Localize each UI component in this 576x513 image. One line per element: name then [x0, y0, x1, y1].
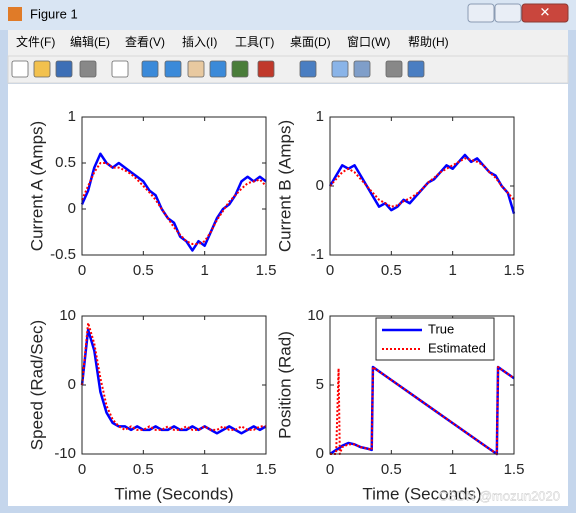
x-tick-label: 1.5 — [256, 461, 277, 478]
y-tick-label: 0 — [68, 376, 76, 393]
axes-box — [329, 116, 515, 256]
x-axis-label: Time (Seconds) — [114, 484, 233, 503]
toolbar-button[interactable] — [299, 60, 317, 78]
toolbar-button[interactable] — [407, 60, 425, 78]
y-tick-label: 1 — [316, 108, 324, 125]
y-tick-label: 5 — [316, 376, 324, 393]
x-tick-label: 1 — [448, 461, 456, 478]
y-axis-label: Current B (Amps) — [275, 120, 294, 252]
plot-area — [82, 117, 266, 255]
x-tick-label: 0.5 — [133, 262, 154, 279]
app-icon — [8, 7, 22, 21]
x-tick-label: 1.5 — [504, 262, 525, 279]
data-line — [329, 157, 515, 208]
toolbar-button[interactable] — [257, 60, 275, 78]
toolbar-button[interactable] — [209, 60, 227, 78]
axes-box — [81, 116, 267, 256]
toolbar-button[interactable] — [33, 60, 51, 78]
x-tick-label: 1 — [200, 461, 208, 478]
x-tick-label: 0 — [326, 262, 334, 279]
x-tick-label: 1.5 — [504, 461, 525, 478]
y-tick-label: -1 — [311, 246, 324, 263]
toolbar-button[interactable] — [231, 60, 249, 78]
x-tick-label: 0 — [78, 461, 86, 478]
menu-item[interactable]: 工具(T) — [235, 35, 274, 49]
toolbar-button[interactable] — [164, 60, 182, 78]
x-tick-label: 1.5 — [256, 262, 277, 279]
minimize-button[interactable] — [467, 3, 495, 23]
y-tick-label: 1 — [68, 108, 76, 125]
data-line — [80, 328, 267, 435]
toolbar-button[interactable] — [187, 60, 205, 78]
x-tick-label: 0.5 — [381, 461, 402, 478]
toolbar-button[interactable] — [11, 60, 29, 78]
toolbar-button[interactable] — [353, 60, 371, 78]
y-tick-label: -0.5 — [50, 246, 76, 263]
data-line — [81, 321, 266, 431]
y-tick-label: 10 — [59, 307, 76, 324]
watermark: CSDN @mozun2020 — [438, 488, 560, 503]
toolbar-icons — [11, 60, 425, 78]
y-tick-label: 0 — [316, 177, 324, 194]
maximize-button[interactable] — [494, 3, 522, 23]
y-axis-label: Position (Rad) — [275, 331, 294, 439]
menu-item[interactable]: 插入(I) — [182, 35, 217, 49]
y-tick-label: -10 — [54, 445, 76, 462]
close-icon: ✕ — [540, 4, 551, 19]
toolbar-button[interactable] — [55, 60, 73, 78]
menu-item[interactable]: 窗口(W) — [347, 35, 390, 49]
toolbar-button[interactable] — [331, 60, 349, 78]
data-line — [330, 366, 515, 455]
x-tick-label: 0.5 — [133, 461, 154, 478]
menu-bar — [8, 30, 568, 56]
y-axis-label: Current A (Amps) — [27, 121, 46, 251]
plot-area — [330, 117, 514, 255]
toolbar-button[interactable] — [79, 60, 97, 78]
toolbar-button[interactable] — [111, 60, 129, 78]
x-tick-label: 0.5 — [381, 262, 402, 279]
toolbar — [7, 55, 569, 84]
axes-box — [81, 315, 267, 455]
window-title: Figure 1 — [30, 6, 78, 21]
axes-box — [329, 315, 515, 455]
legend-label: Estimated — [428, 340, 486, 355]
y-axis-label: Speed (Rad/Sec) — [27, 320, 46, 450]
legend-label: True — [428, 321, 454, 336]
plot-area — [82, 316, 266, 454]
menu-item[interactable]: 帮助(H) — [408, 35, 449, 49]
x-tick-label: 0 — [78, 262, 86, 279]
x-tick-label: 1 — [448, 262, 456, 279]
data-line — [81, 162, 267, 245]
y-tick-label: 0.5 — [55, 154, 76, 171]
x-tick-label: 1 — [200, 262, 208, 279]
legend — [375, 317, 495, 361]
menu-item[interactable]: 文件(F) — [16, 34, 55, 49]
menu-item[interactable]: 编辑(E) — [70, 34, 110, 49]
y-tick-label: 0 — [316, 445, 324, 462]
menu-item[interactable]: 桌面(D) — [290, 35, 331, 49]
x-tick-label: 0 — [326, 461, 334, 478]
y-tick-label: 10 — [307, 307, 324, 324]
y-tick-label: 0 — [68, 200, 76, 217]
menu-item[interactable]: 查看(V) — [125, 35, 165, 49]
close-button[interactable] — [521, 3, 569, 23]
x-axis-label: Time (Seconds) — [362, 484, 481, 503]
toolbar-button[interactable] — [141, 60, 159, 78]
toolbar-button[interactable] — [385, 60, 403, 78]
